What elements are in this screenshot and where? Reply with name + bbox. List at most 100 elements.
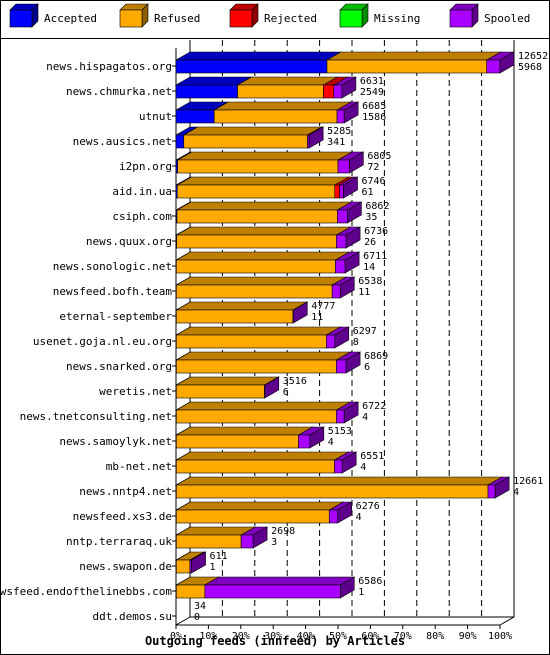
bar-segment-spooled xyxy=(486,59,501,74)
category-label: news.nntp4.net xyxy=(79,485,172,498)
bar-segment-refused xyxy=(176,534,242,549)
value-label-offered: 3516 xyxy=(283,376,307,387)
legend-item-missing: Missing xyxy=(339,3,420,28)
legend-label: Accepted xyxy=(44,12,97,25)
category-label: eternal-september xyxy=(59,310,172,323)
value-label-offered: 6551 xyxy=(360,451,384,462)
bar-segment-refused xyxy=(176,384,265,399)
category-label: mb-net.net xyxy=(106,460,172,473)
x-tick-label: 100% xyxy=(488,631,512,642)
value-label-offered: 6711 xyxy=(363,251,387,262)
value-label-accepted: 11 xyxy=(311,312,323,323)
bar-end-face xyxy=(264,376,280,399)
category-label: ddt.demos.su xyxy=(93,610,172,623)
legend-item-rejected: Rejected xyxy=(229,3,317,28)
bar-end-face xyxy=(345,226,361,249)
bar-segment-spooled xyxy=(334,459,343,474)
bar-segment-refused xyxy=(176,209,338,224)
bar-segment-spooled xyxy=(336,359,347,374)
bar-segment-spooled xyxy=(333,84,343,99)
value-label-offered: 5153 xyxy=(328,426,352,437)
bar-segment-top xyxy=(175,476,504,486)
value-label-accepted: 1586 xyxy=(362,112,386,123)
legend-item-accepted: Accepted xyxy=(9,3,97,28)
value-label-accepted: 1 xyxy=(210,562,216,573)
bar-segment-top xyxy=(175,376,280,386)
value-label-offered: 6722 xyxy=(362,401,386,412)
value-label-accepted: 11 xyxy=(358,287,370,298)
legend-swatch xyxy=(339,9,363,28)
bar-end-face xyxy=(344,251,360,274)
bar-segment-refused xyxy=(176,359,337,374)
bar-segment-accepted xyxy=(175,59,328,74)
category-label: news.swapon.de xyxy=(79,560,172,573)
legend-item-spooled: Spooled xyxy=(449,3,530,28)
legend-swatch xyxy=(229,9,253,28)
value-label-offered: 2698 xyxy=(271,526,295,537)
value-label-offered: 5285 xyxy=(327,126,351,137)
value-label-offered: 12661 xyxy=(513,476,543,487)
value-label-accepted: 4 xyxy=(362,412,368,423)
legend-label: Refused xyxy=(154,12,200,25)
value-label-accepted: 8 xyxy=(353,337,359,348)
value-label-accepted: 3 xyxy=(271,537,277,548)
bar-end-face xyxy=(347,201,362,224)
category-label: aid.in.ua xyxy=(112,185,172,198)
value-label-offered: 6631 xyxy=(360,76,384,87)
category-label: news.chmurka.net xyxy=(66,85,172,98)
x-tick-label: 50% xyxy=(329,631,347,642)
bar-end-face xyxy=(292,301,308,324)
value-label-offered: 6538 xyxy=(358,276,382,287)
bar-segment-refused xyxy=(176,409,337,424)
bar-end-face xyxy=(343,176,358,199)
bar-end-face xyxy=(349,151,364,174)
bar-segment-spooled xyxy=(336,234,347,249)
bar-segment-spooled xyxy=(337,209,348,224)
value-label-accepted: 61 xyxy=(362,187,374,198)
legend-label: Missing xyxy=(374,12,420,25)
category-label: news.snarked.org xyxy=(66,360,172,373)
category-label: news.samoylyk.net xyxy=(59,435,172,448)
category-label: usenet.goja.nl.eu.org xyxy=(33,335,172,348)
value-label-accepted: 14 xyxy=(363,262,375,273)
value-label-offered: 6586 xyxy=(358,576,382,587)
category-label: news.ausics.net xyxy=(73,135,172,148)
category-label: newsfeed.xs3.de xyxy=(73,510,172,523)
bar-segment-refused xyxy=(213,109,338,124)
bar-segment-top xyxy=(213,101,353,111)
bar-end-face xyxy=(191,551,206,574)
value-label-accepted: 1 xyxy=(358,587,364,598)
value-label-offered: 6736 xyxy=(364,226,388,237)
category-label: news.hispagatos.org xyxy=(46,60,172,73)
bar-end-face xyxy=(341,76,357,99)
x-tick-label: 0% xyxy=(170,631,182,642)
legend-label: Rejected xyxy=(264,12,317,25)
bar-end-face xyxy=(339,576,355,599)
bar-segment-top xyxy=(175,251,351,261)
value-label-offered: 6805 xyxy=(367,151,391,162)
bar-row: ddt.demos.su 340 xyxy=(93,601,207,623)
value-label-accepted: 341 xyxy=(327,137,345,148)
value-label-accepted: 26 xyxy=(364,237,376,248)
value-label-offered: 6869 xyxy=(364,351,388,362)
bar-segment-top xyxy=(175,351,352,361)
bar-segment-top xyxy=(175,426,314,436)
value-label-offered: 6276 xyxy=(356,501,380,512)
bar-segment-top xyxy=(325,51,502,61)
bar-segment-refused xyxy=(176,309,294,324)
bar-segment-refused xyxy=(176,509,330,524)
category-label: csiph.com xyxy=(112,210,172,223)
bar-end-face xyxy=(343,101,359,124)
bar-segment-refused xyxy=(176,334,327,349)
